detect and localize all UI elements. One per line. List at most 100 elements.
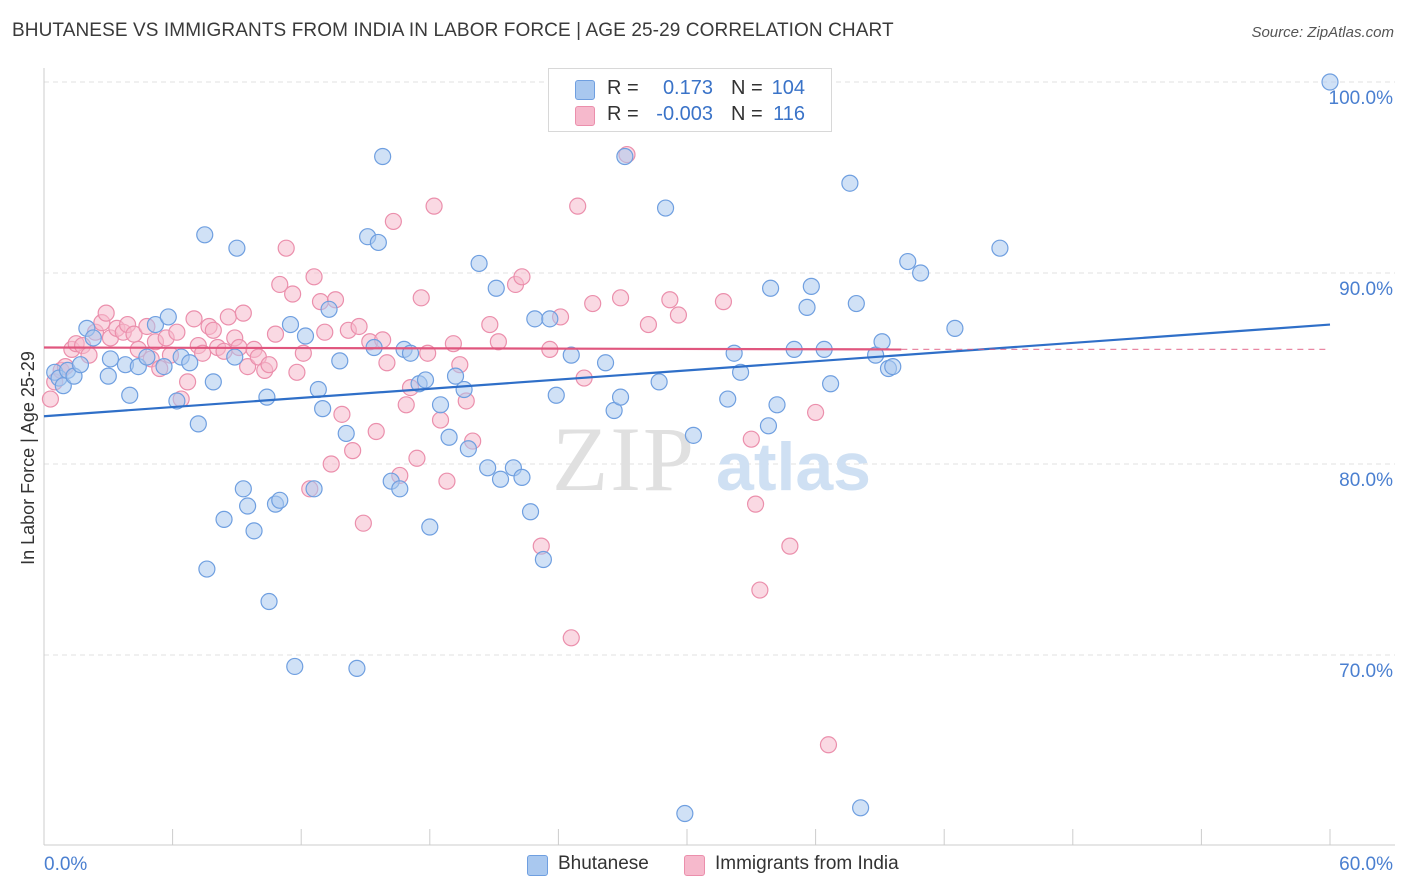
point-bhutanese bbox=[899, 252, 917, 271]
point-bhutanese bbox=[337, 424, 355, 443]
point-india bbox=[384, 212, 402, 231]
point-bhutanese bbox=[391, 480, 409, 498]
legend-swatch-bhutanese bbox=[527, 855, 548, 876]
point-bhutanese bbox=[440, 428, 458, 446]
point-bhutanese bbox=[271, 491, 289, 509]
legend-row-bhutanese: R = 0.173 N = 104 bbox=[549, 75, 831, 103]
point-bhutanese bbox=[991, 239, 1009, 257]
watermark-atlas: atlas bbox=[716, 429, 871, 505]
y-tick-label: 90.0% bbox=[1339, 279, 1393, 300]
x-tick-label: 60.0% bbox=[1339, 854, 1393, 875]
gridlines bbox=[44, 81, 1395, 656]
point-bhutanese bbox=[541, 310, 559, 328]
point-bhutanese bbox=[1321, 73, 1339, 91]
point-india bbox=[562, 629, 580, 647]
point-india bbox=[354, 514, 372, 532]
point-bhutanese bbox=[296, 327, 315, 345]
point-india bbox=[260, 356, 278, 374]
point-india bbox=[367, 422, 385, 441]
tick-labels: 70.0% 80.0% 90.0% 100.0% 0.0% 60.0% bbox=[44, 88, 1393, 875]
point-bhutanese bbox=[455, 380, 473, 399]
point-bhutanese bbox=[596, 354, 615, 372]
point-bhutanese bbox=[286, 657, 304, 676]
point-bhutanese bbox=[416, 371, 435, 389]
point-india bbox=[271, 275, 289, 294]
point-india bbox=[481, 315, 499, 334]
point-india bbox=[41, 390, 60, 408]
point-bhutanese bbox=[616, 147, 634, 166]
y-tick-label: 70.0% bbox=[1339, 661, 1393, 682]
point-india bbox=[584, 294, 602, 313]
point-bhutanese bbox=[562, 346, 580, 364]
point-bhutanese bbox=[761, 279, 780, 297]
legend-n-value: 104 bbox=[771, 77, 805, 99]
point-bhutanese bbox=[198, 560, 216, 578]
y-axis-title: In Labor Force | Age 25-29 bbox=[18, 351, 38, 565]
chart-title: BHUTANESE VS IMMIGRANTS FROM INDIA IN LA… bbox=[12, 20, 894, 41]
point-india bbox=[806, 403, 825, 422]
point-bhutanese bbox=[215, 510, 233, 528]
point-bhutanese bbox=[431, 396, 450, 414]
point-bhutanese bbox=[260, 592, 278, 611]
trendline-india bbox=[43, 346, 902, 351]
point-bhutanese bbox=[470, 254, 488, 273]
legend-r-label: R = bbox=[607, 103, 639, 125]
point-bhutanese bbox=[168, 392, 186, 410]
point-india bbox=[397, 396, 415, 414]
series-legend: Bhutanese Immigrants from India bbox=[0, 853, 1406, 879]
point-india bbox=[185, 310, 203, 328]
point-bhutanese bbox=[611, 388, 630, 406]
point-india bbox=[513, 268, 531, 286]
point-india bbox=[819, 736, 838, 754]
stats-legend: R = 0.173 N = 104 R = -0.003 N = 116 bbox=[548, 68, 832, 132]
point-india bbox=[316, 323, 334, 341]
point-bhutanese bbox=[314, 400, 332, 418]
point-bhutanese bbox=[513, 468, 531, 486]
point-bhutanese bbox=[320, 300, 338, 318]
point-bhutanese bbox=[348, 659, 366, 677]
point-bhutanese bbox=[138, 348, 156, 366]
point-bhutanese bbox=[181, 354, 199, 372]
point-bhutanese bbox=[759, 417, 778, 435]
trendline-bhutanese bbox=[43, 323, 1331, 418]
point-bhutanese bbox=[245, 522, 263, 540]
point-india bbox=[284, 285, 302, 303]
point-india bbox=[425, 197, 443, 215]
point-india bbox=[168, 323, 186, 341]
point-bhutanese bbox=[479, 459, 497, 477]
point-bhutanese bbox=[234, 480, 252, 498]
point-bhutanese bbox=[369, 233, 387, 252]
x-tick-label: 0.0% bbox=[44, 854, 87, 875]
point-bhutanese bbox=[374, 147, 392, 166]
point-india bbox=[742, 430, 760, 448]
point-india bbox=[669, 306, 688, 324]
point-bhutanese bbox=[226, 348, 244, 366]
legend-swatch-india bbox=[684, 855, 705, 876]
point-bhutanese bbox=[684, 426, 703, 444]
point-india bbox=[781, 537, 799, 555]
point-india bbox=[611, 289, 630, 307]
point-india bbox=[751, 581, 769, 599]
point-india bbox=[288, 363, 306, 381]
point-bhutanese bbox=[884, 357, 902, 376]
point-india bbox=[408, 449, 426, 467]
legend-swatch-india bbox=[575, 106, 595, 126]
legend-n-label: N = bbox=[731, 77, 763, 99]
point-bhutanese bbox=[822, 375, 840, 393]
point-bhutanese bbox=[547, 386, 565, 404]
point-bhutanese bbox=[84, 329, 102, 347]
point-bhutanese bbox=[534, 550, 552, 569]
point-bhutanese bbox=[650, 373, 668, 391]
point-bhutanese bbox=[731, 363, 750, 381]
point-india bbox=[431, 411, 450, 429]
point-bhutanese bbox=[228, 239, 246, 257]
point-bhutanese bbox=[719, 390, 737, 408]
point-india bbox=[438, 472, 456, 490]
point-bhutanese bbox=[146, 315, 165, 334]
point-bhutanese bbox=[305, 480, 323, 498]
point-bhutanese bbox=[725, 344, 743, 362]
point-india bbox=[661, 291, 679, 309]
point-bhutanese bbox=[421, 518, 439, 536]
point-bhutanese bbox=[196, 226, 214, 244]
